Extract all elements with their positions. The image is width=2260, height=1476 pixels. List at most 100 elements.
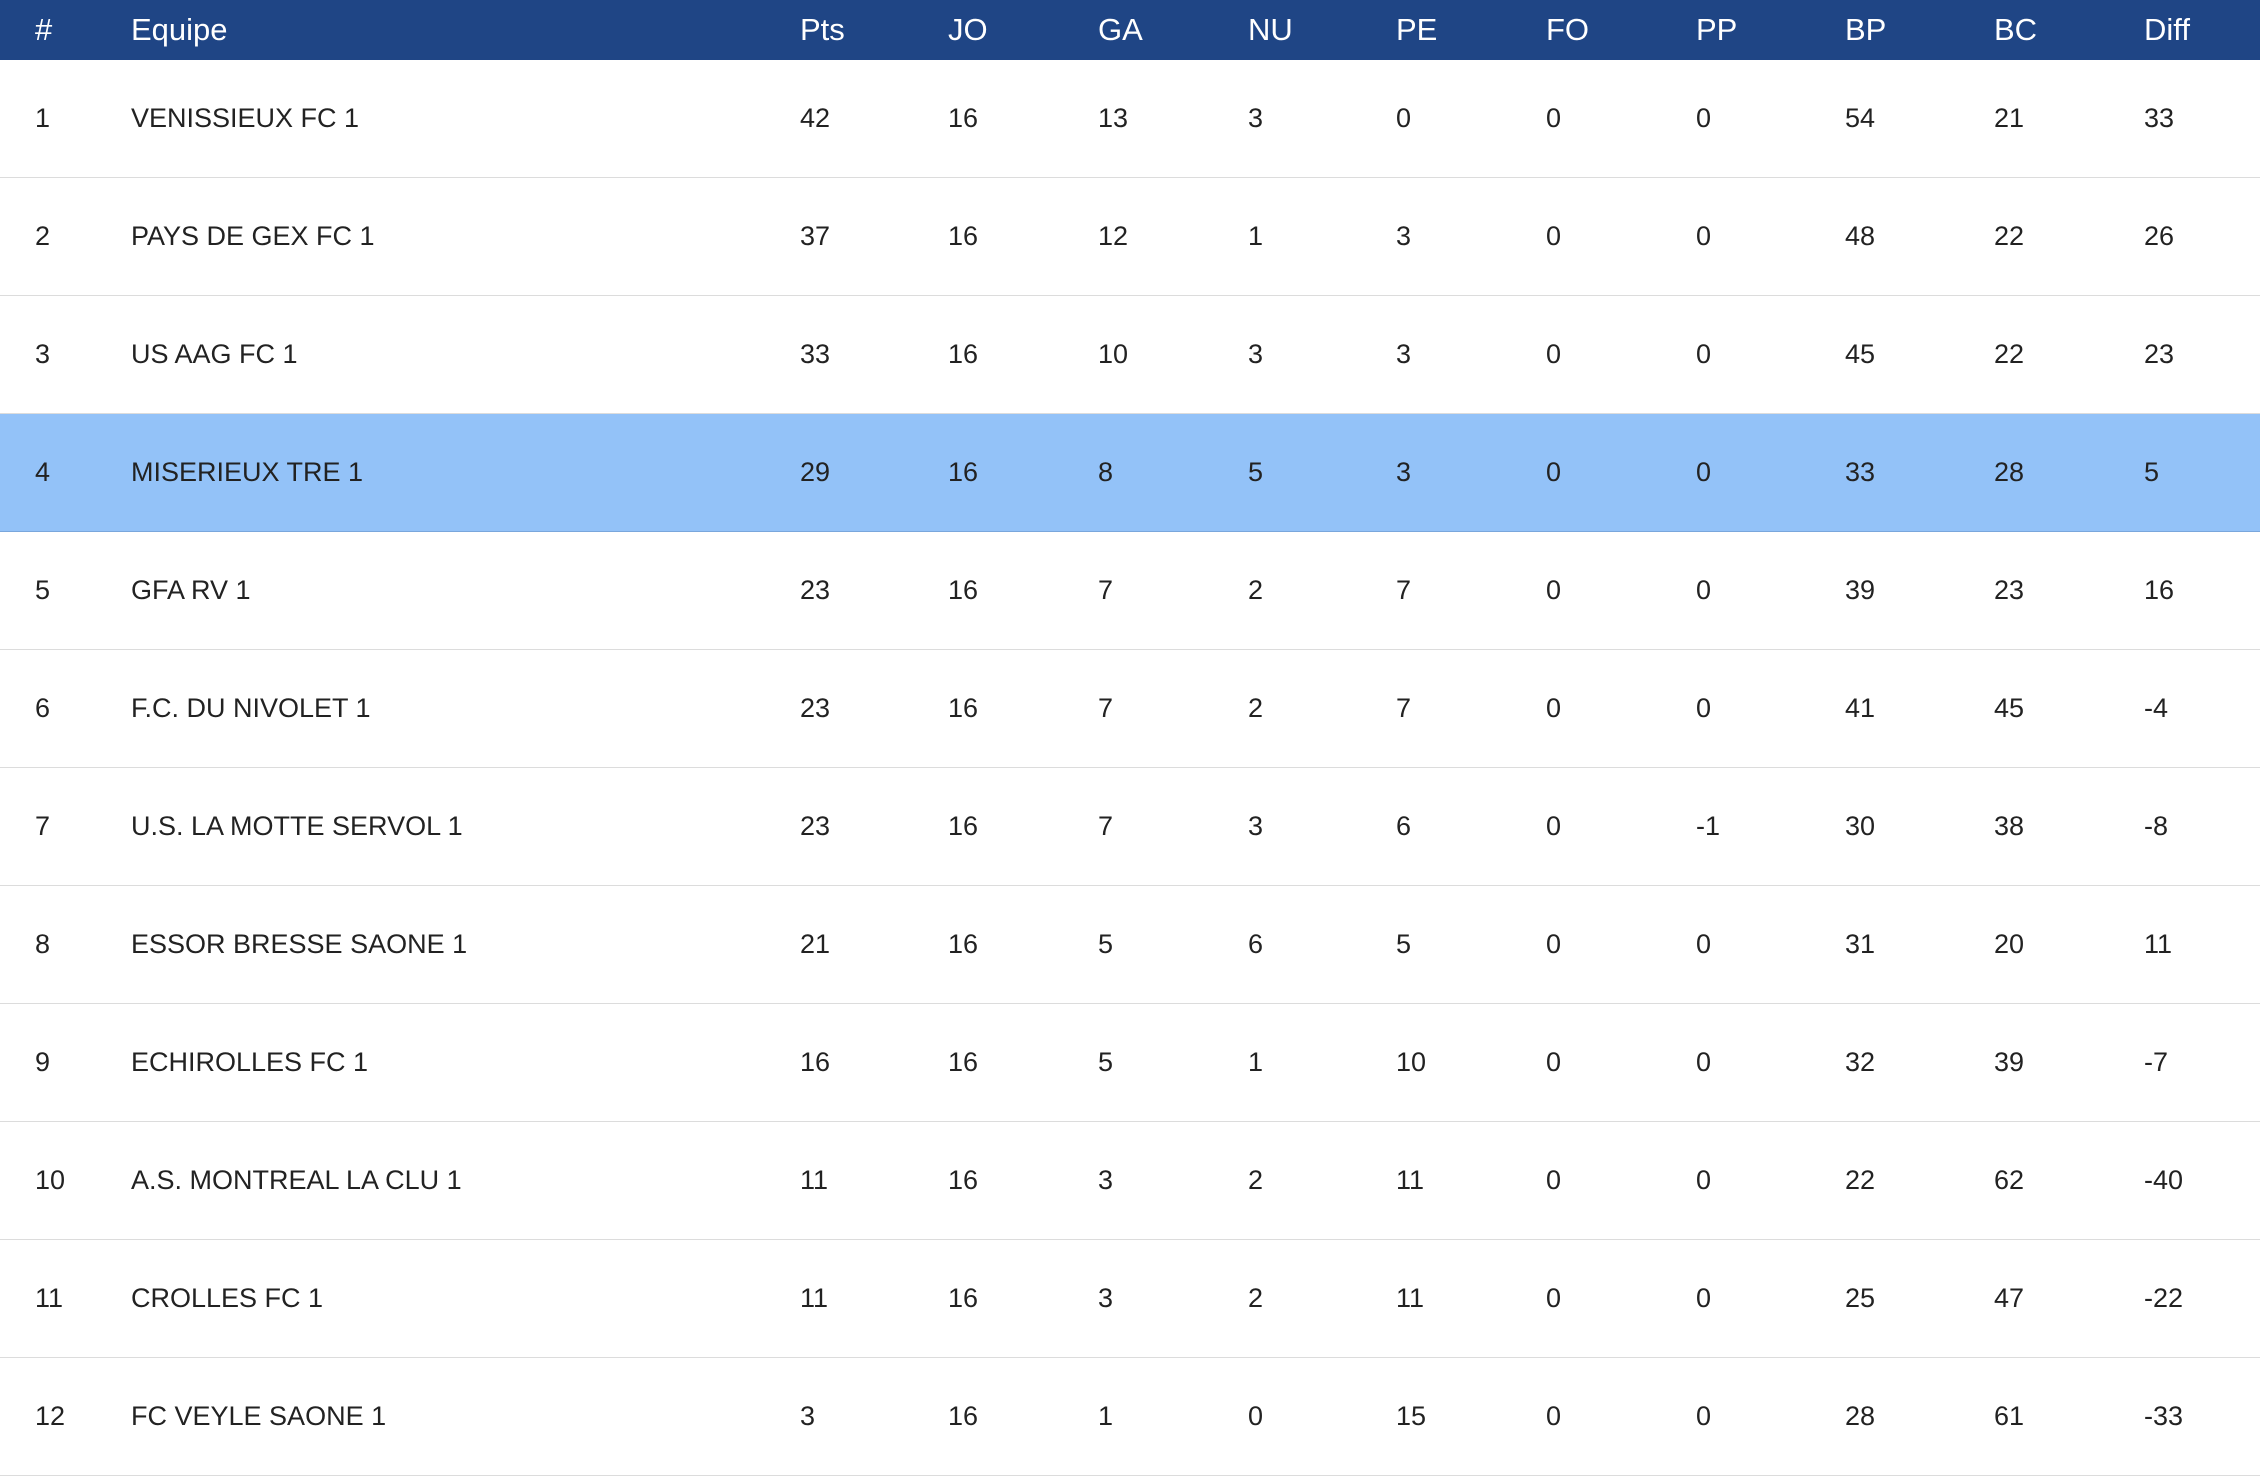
- cell: 3: [1396, 413, 1546, 532]
- cell: 61: [1994, 1357, 2144, 1476]
- cell: 30: [1845, 767, 1994, 886]
- cell: 0: [1696, 885, 1845, 1004]
- cell: 5: [0, 531, 131, 650]
- cell: 10: [0, 1121, 131, 1240]
- cell: 25: [1845, 1239, 1994, 1358]
- table-body: 1 VENISSIEUX FC 1 42 16 13 3 0 0 0 54 21 33 2 PAYS DE…: [0, 60, 2260, 1476]
- cell: 11: [800, 1121, 948, 1240]
- cell: 23: [800, 767, 948, 886]
- cell: 1: [0, 60, 131, 178]
- cell: 5: [2144, 413, 2260, 532]
- cell: 45: [1845, 295, 1994, 414]
- column-header: Equipe: [131, 0, 800, 60]
- table-row: 10 A.S. MONTREAL LA CLU 1 11 16 3 2 11 0 0 22 62 -4…: [0, 1121, 2260, 1240]
- cell: 0: [1696, 1003, 1845, 1122]
- team-name: US AAG FC 1: [131, 295, 800, 414]
- cell: 0: [1546, 531, 1696, 650]
- table-row: 9 ECHIROLLES FC 1 16 16 5 1 10 0 0 32 39 -7: [0, 1003, 2260, 1122]
- cell: -7: [2144, 1003, 2260, 1122]
- cell: 0: [1546, 649, 1696, 768]
- cell: 0: [1696, 1121, 1845, 1240]
- cell: -4: [2144, 649, 2260, 768]
- team-name: A.S. MONTREAL LA CLU 1: [131, 1121, 800, 1240]
- cell: 33: [800, 295, 948, 414]
- team-name: FC VEYLE SAONE 1: [131, 1357, 800, 1476]
- cell: 26: [2144, 177, 2260, 296]
- cell: 16: [948, 295, 1098, 414]
- table-row: 1 VENISSIEUX FC 1 42 16 13 3 0 0 0 54 21 33: [0, 60, 2260, 178]
- cell: 11: [1396, 1239, 1546, 1358]
- column-header: GA: [1098, 0, 1248, 60]
- column-header: Diff: [2144, 0, 2260, 60]
- cell: 2: [1248, 1121, 1396, 1240]
- team-name: PAYS DE GEX FC 1: [131, 177, 800, 296]
- column-header: PE: [1396, 0, 1546, 60]
- team-name: ECHIROLLES FC 1: [131, 1003, 800, 1122]
- table-row: 6 F.C. DU NIVOLET 1 23 16 7 2 7 0 0 41 45 -4: [0, 649, 2260, 768]
- cell: 37: [800, 177, 948, 296]
- cell: 16: [2144, 531, 2260, 650]
- cell: 16: [948, 531, 1098, 650]
- cell: 0: [1696, 413, 1845, 532]
- cell: 0: [1546, 1357, 1696, 1476]
- cell: 23: [800, 649, 948, 768]
- cell: 16: [948, 1121, 1098, 1240]
- cell: 33: [2144, 60, 2260, 178]
- cell: 33: [1845, 413, 1994, 532]
- cell: 21: [1994, 60, 2144, 178]
- column-header: PP: [1696, 0, 1845, 60]
- cell: 0: [1696, 1239, 1845, 1358]
- cell: 2: [1248, 1239, 1396, 1358]
- cell: 3: [1248, 295, 1396, 414]
- cell: 0: [1546, 767, 1696, 886]
- cell: 23: [1994, 531, 2144, 650]
- cell: 16: [948, 649, 1098, 768]
- cell: 0: [1546, 295, 1696, 414]
- column-header: NU: [1248, 0, 1396, 60]
- column-header: BC: [1994, 0, 2144, 60]
- column-header: FO: [1546, 0, 1696, 60]
- team-name: CROLLES FC 1: [131, 1239, 800, 1358]
- cell: 3: [800, 1357, 948, 1476]
- cell: 22: [1845, 1121, 1994, 1240]
- cell: -33: [2144, 1357, 2260, 1476]
- table-row: 12 FC VEYLE SAONE 1 3 16 1 0 15 0 0 28 61 -33: [0, 1357, 2260, 1476]
- cell: 11: [800, 1239, 948, 1358]
- cell: 0: [1546, 885, 1696, 1004]
- table-row: 4 MISERIEUX TRE 1 29 16 8 5 3 0 0 33 28 5: [0, 413, 2260, 532]
- table-row: 3 US AAG FC 1 33 16 10 3 3 0 0 45 22 23: [0, 295, 2260, 414]
- cell: 2: [1248, 531, 1396, 650]
- table-row: 8 ESSOR BRESSE SAONE 1 21 16 5 6 5 0 0 31 20 11: [0, 885, 2260, 1004]
- cell: 0: [1546, 413, 1696, 532]
- cell: 13: [1098, 60, 1248, 178]
- cell: 1: [1248, 177, 1396, 296]
- cell: 5: [1098, 885, 1248, 1004]
- cell: 9: [0, 1003, 131, 1122]
- cell: 11: [0, 1239, 131, 1358]
- cell: 47: [1994, 1239, 2144, 1358]
- cell: 0: [1248, 1357, 1396, 1476]
- cell: -22: [2144, 1239, 2260, 1358]
- team-name: MISERIEUX TRE 1: [131, 413, 800, 532]
- cell: 22: [1994, 295, 2144, 414]
- cell: 15: [1396, 1357, 1546, 1476]
- team-name: F.C. DU NIVOLET 1: [131, 649, 800, 768]
- cell: 10: [1396, 1003, 1546, 1122]
- cell: 16: [948, 1357, 1098, 1476]
- cell: 45: [1994, 649, 2144, 768]
- cell: 0: [1696, 649, 1845, 768]
- cell: 6: [1248, 885, 1396, 1004]
- table-row: 11 CROLLES FC 1 11 16 3 2 11 0 0 25 47 -22: [0, 1239, 2260, 1358]
- cell: 7: [1098, 531, 1248, 650]
- cell: 16: [948, 885, 1098, 1004]
- cell: 32: [1845, 1003, 1994, 1122]
- column-header: BP: [1845, 0, 1994, 60]
- cell: 48: [1845, 177, 1994, 296]
- cell: 7: [1396, 649, 1546, 768]
- cell: 62: [1994, 1121, 2144, 1240]
- cell: 11: [2144, 885, 2260, 1004]
- cell: 0: [1696, 295, 1845, 414]
- cell: 39: [1994, 1003, 2144, 1122]
- cell: 31: [1845, 885, 1994, 1004]
